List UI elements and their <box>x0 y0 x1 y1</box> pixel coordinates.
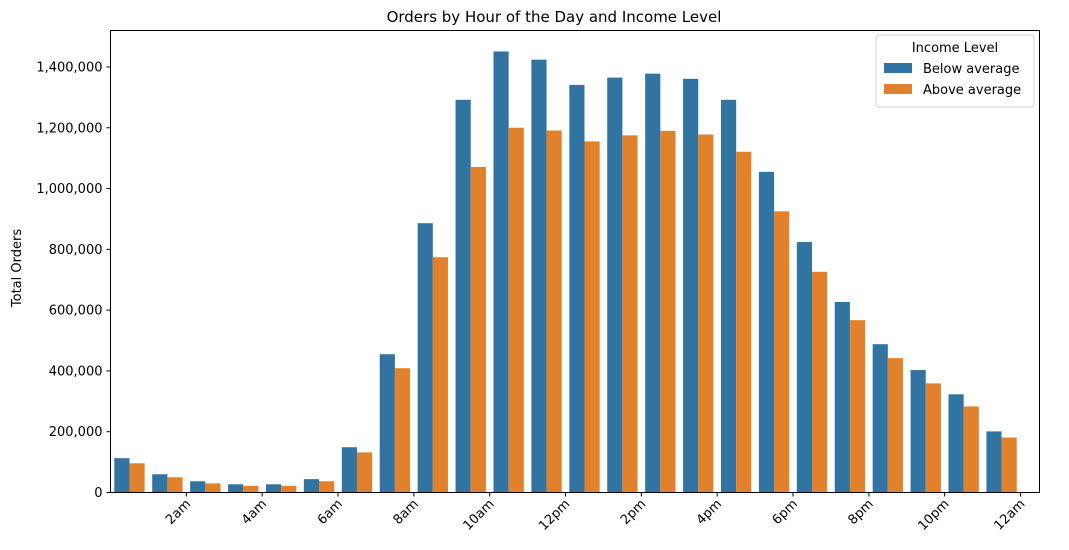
bar-below-average-8 <box>417 223 433 493</box>
y-tick-label: 1,400,000 <box>36 60 102 75</box>
x-axis: 2am 4am 6am 8am 10am 12pm 2pm 4pm 6pm 8pm 10pm 12am <box>163 492 1028 534</box>
x-tick-label: 2pm <box>618 497 649 528</box>
legend-title: Income Level <box>912 41 998 56</box>
bar-below-average-23 <box>986 431 1002 493</box>
y-axis-label: Total Orders <box>10 229 25 308</box>
bar-above-average-4 <box>281 485 297 493</box>
bar-above-average-15 <box>698 134 714 493</box>
bar-below-average-10 <box>493 51 509 493</box>
bar-below-average-14 <box>645 73 661 493</box>
bar-below-average-11 <box>531 59 547 493</box>
plot-frame <box>110 30 1040 493</box>
legend-box <box>875 34 1035 108</box>
chart-title: Orders by Hour of the Day and Income Lev… <box>387 8 722 26</box>
legend-label: Above average <box>923 83 1021 98</box>
x-tick-label: 12am <box>991 497 1028 534</box>
bar-below-average-16 <box>720 99 737 493</box>
x-tick-label: 12pm <box>536 497 573 534</box>
bar-below-average-4 <box>265 484 282 493</box>
y-tick-label: 1,000,000 <box>36 182 102 197</box>
bar-above-average-9 <box>470 166 486 493</box>
x-tick-label: 6pm <box>770 497 801 528</box>
bar-above-average-8 <box>432 257 448 493</box>
bar-below-average-1 <box>152 474 168 493</box>
x-tick-label: 4pm <box>694 497 725 528</box>
bar-above-average-16 <box>736 151 752 493</box>
bar-below-average-18 <box>796 242 812 493</box>
x-tick-label: 10am <box>461 497 498 534</box>
bar-above-average-6 <box>356 452 373 493</box>
bar-below-average-3 <box>228 484 244 493</box>
bar-below-average-17 <box>758 171 775 493</box>
y-axis: 0 200,000 400,000 600,000 800,000 1,000,000 1,… <box>36 60 111 501</box>
bar-above-average-2 <box>205 483 221 493</box>
bar-below-average-13 <box>607 77 623 493</box>
x-tick-label: 4am <box>239 497 270 528</box>
x-tick-label: 10pm <box>915 497 952 534</box>
bar-below-average-9 <box>455 99 471 493</box>
x-tick-label: 2am <box>163 497 194 528</box>
x-tick-label: 8pm <box>845 497 876 528</box>
bar-below-average-19 <box>834 301 850 493</box>
bar-above-average-14 <box>660 130 676 493</box>
bars-layer <box>114 51 1017 493</box>
bar-above-average-21 <box>925 383 941 493</box>
bar-above-average-5 <box>319 481 335 493</box>
y-tick-label: 200,000 <box>49 425 103 440</box>
y-tick-label: 800,000 <box>49 243 103 258</box>
bar-below-average-15 <box>683 78 699 493</box>
legend-label: Below average <box>923 62 1019 77</box>
legend: Income Level Below average Above average <box>875 34 1035 108</box>
bar-below-average-22 <box>948 394 964 493</box>
bar-above-average-7 <box>394 368 411 493</box>
bar-above-average-0 <box>129 463 145 493</box>
bar-above-average-19 <box>849 320 866 493</box>
bar-below-average-21 <box>910 370 926 493</box>
legend-swatch <box>884 63 912 73</box>
y-tick-label: 1,200,000 <box>36 121 102 136</box>
bar-below-average-2 <box>190 481 206 493</box>
bar-above-average-1 <box>167 477 183 493</box>
bar-below-average-5 <box>303 479 320 493</box>
bar-above-average-10 <box>508 127 524 493</box>
bar-above-average-22 <box>963 406 979 493</box>
bar-above-average-20 <box>887 358 903 493</box>
bar-below-average-6 <box>341 447 357 493</box>
bar-above-average-17 <box>774 211 790 493</box>
bar-above-average-23 <box>1001 437 1017 493</box>
y-tick-label: 600,000 <box>49 304 103 319</box>
y-tick-label: 0 <box>94 486 102 501</box>
x-tick-label: 8am <box>391 497 422 528</box>
x-tick-label: 6am <box>315 497 346 528</box>
bar-above-average-3 <box>243 485 259 493</box>
bar-above-average-13 <box>622 135 638 493</box>
bar-below-average-0 <box>114 458 130 493</box>
bar-below-average-20 <box>872 344 888 493</box>
bar-above-average-12 <box>584 141 600 493</box>
bar-below-average-12 <box>569 84 585 493</box>
bar-above-average-18 <box>811 271 828 493</box>
bar-above-average-11 <box>546 130 562 493</box>
legend-swatch <box>884 84 912 94</box>
bar-below-average-7 <box>379 354 395 493</box>
y-tick-label: 400,000 <box>49 364 103 379</box>
